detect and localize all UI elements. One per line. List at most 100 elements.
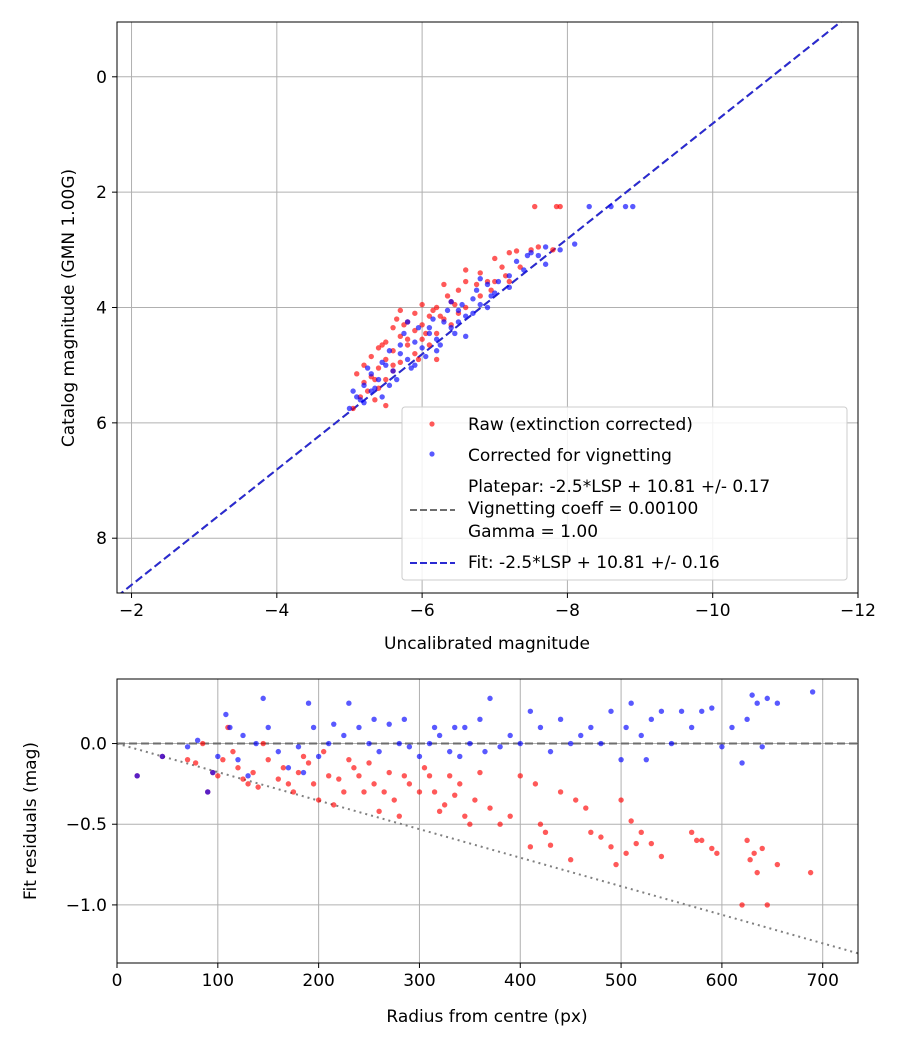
bottom-point	[452, 792, 458, 798]
top-point	[448, 299, 454, 305]
bottom-point	[517, 740, 523, 747]
top-point	[528, 250, 534, 256]
bottom-point	[658, 853, 665, 860]
top-point	[401, 330, 407, 337]
top-x-axis-label: Uncalibrated magnitude	[384, 634, 590, 654]
top-y-tick-label: 8	[96, 529, 107, 549]
top-point	[488, 287, 494, 293]
top-point	[463, 278, 469, 285]
bottom-point	[588, 724, 594, 731]
top-point	[426, 324, 433, 331]
top-x-tick-label: −8	[555, 601, 580, 621]
top-y-ticks: 0 2 4 6 8	[96, 68, 117, 549]
bottom-point	[542, 829, 549, 835]
top-point	[368, 371, 374, 377]
top-x-tick-label: −2	[119, 601, 144, 621]
top-y-axis-label: Catalog magnitude (GMN 1.00G)	[59, 169, 79, 447]
bottom-point	[774, 700, 781, 706]
top-point	[463, 333, 469, 340]
bottom-y-tick-label: −1.0	[66, 896, 107, 916]
bottom-point	[341, 789, 347, 795]
legend-platepar-line3: Gamma = 1.00	[468, 522, 598, 542]
top-point	[404, 336, 411, 342]
top-point	[473, 287, 480, 293]
top-point	[521, 267, 527, 273]
top-point	[393, 376, 400, 383]
top-x-ticks: −2 −4 −6 −8 −10 −12	[119, 593, 876, 621]
top-point	[448, 324, 454, 331]
bottom-point	[507, 813, 513, 819]
top-point	[488, 293, 494, 299]
bottom-point	[431, 724, 438, 731]
bottom-point	[643, 756, 649, 763]
top-point	[444, 307, 451, 314]
bottom-point	[527, 708, 534, 714]
bottom-point	[633, 840, 639, 847]
bottom-point	[260, 740, 266, 747]
bottom-point	[134, 773, 140, 779]
top-point	[426, 313, 433, 319]
top-point	[375, 365, 382, 371]
top-point	[495, 278, 502, 285]
bottom-point	[527, 844, 534, 850]
top-point	[608, 203, 614, 210]
top-point	[433, 336, 440, 342]
top-point	[622, 203, 629, 210]
bottom-point	[507, 732, 513, 739]
bottom-point	[416, 789, 423, 795]
bottom-point	[557, 789, 564, 795]
legend-corrected-label: Corrected for vignetting	[468, 446, 672, 466]
top-point	[383, 376, 389, 383]
top-point	[506, 273, 512, 279]
bottom-x-tick-label: 100	[202, 971, 234, 991]
bottom-point	[371, 781, 377, 787]
top-x-tick-label: −6	[410, 601, 435, 621]
bottom-point	[230, 748, 236, 755]
top-point	[419, 322, 425, 328]
top-point	[630, 203, 636, 210]
bottom-point	[613, 861, 619, 868]
bottom-point	[628, 818, 634, 824]
bottom-point	[346, 700, 352, 706]
top-point	[492, 255, 498, 262]
bottom-point	[709, 845, 715, 852]
bottom-point	[290, 789, 297, 795]
top-point	[397, 342, 404, 348]
bottom-point	[192, 760, 199, 766]
bottom-point	[300, 753, 307, 760]
bottom-point	[809, 689, 816, 695]
top-point	[484, 304, 491, 311]
bottom-point	[275, 776, 282, 782]
bottom-point	[386, 769, 392, 776]
legend-platepar-line2: Vignetting coeff = 0.00100	[468, 499, 698, 519]
bottom-point	[250, 769, 256, 776]
top-point	[455, 307, 462, 314]
top-point	[383, 362, 389, 368]
bottom-point	[598, 740, 604, 747]
bottom-point	[310, 724, 317, 731]
bottom-point	[573, 797, 579, 803]
top-point	[470, 310, 476, 316]
top-point	[390, 362, 396, 368]
top-x-tick-label: −10	[695, 601, 731, 621]
top-point	[412, 310, 418, 316]
bottom-point	[280, 765, 287, 771]
bottom-point	[699, 837, 705, 844]
bottom-point	[396, 813, 402, 819]
top-point	[423, 353, 429, 360]
top-point	[459, 301, 465, 308]
bottom-point	[477, 769, 483, 776]
top-point	[477, 293, 483, 299]
top-point	[379, 342, 385, 348]
bottom-grid	[116, 679, 858, 963]
bottom-point	[729, 724, 735, 731]
top-point	[401, 322, 407, 328]
bottom-point	[517, 773, 523, 779]
bottom-point	[401, 773, 408, 779]
bottom-point	[693, 837, 700, 844]
bottom-point	[487, 805, 493, 811]
bottom-y-axis-label: Fit residuals (mag)	[21, 742, 41, 900]
bottom-point	[315, 797, 322, 803]
top-point	[477, 270, 483, 276]
bottom-point	[598, 834, 604, 840]
